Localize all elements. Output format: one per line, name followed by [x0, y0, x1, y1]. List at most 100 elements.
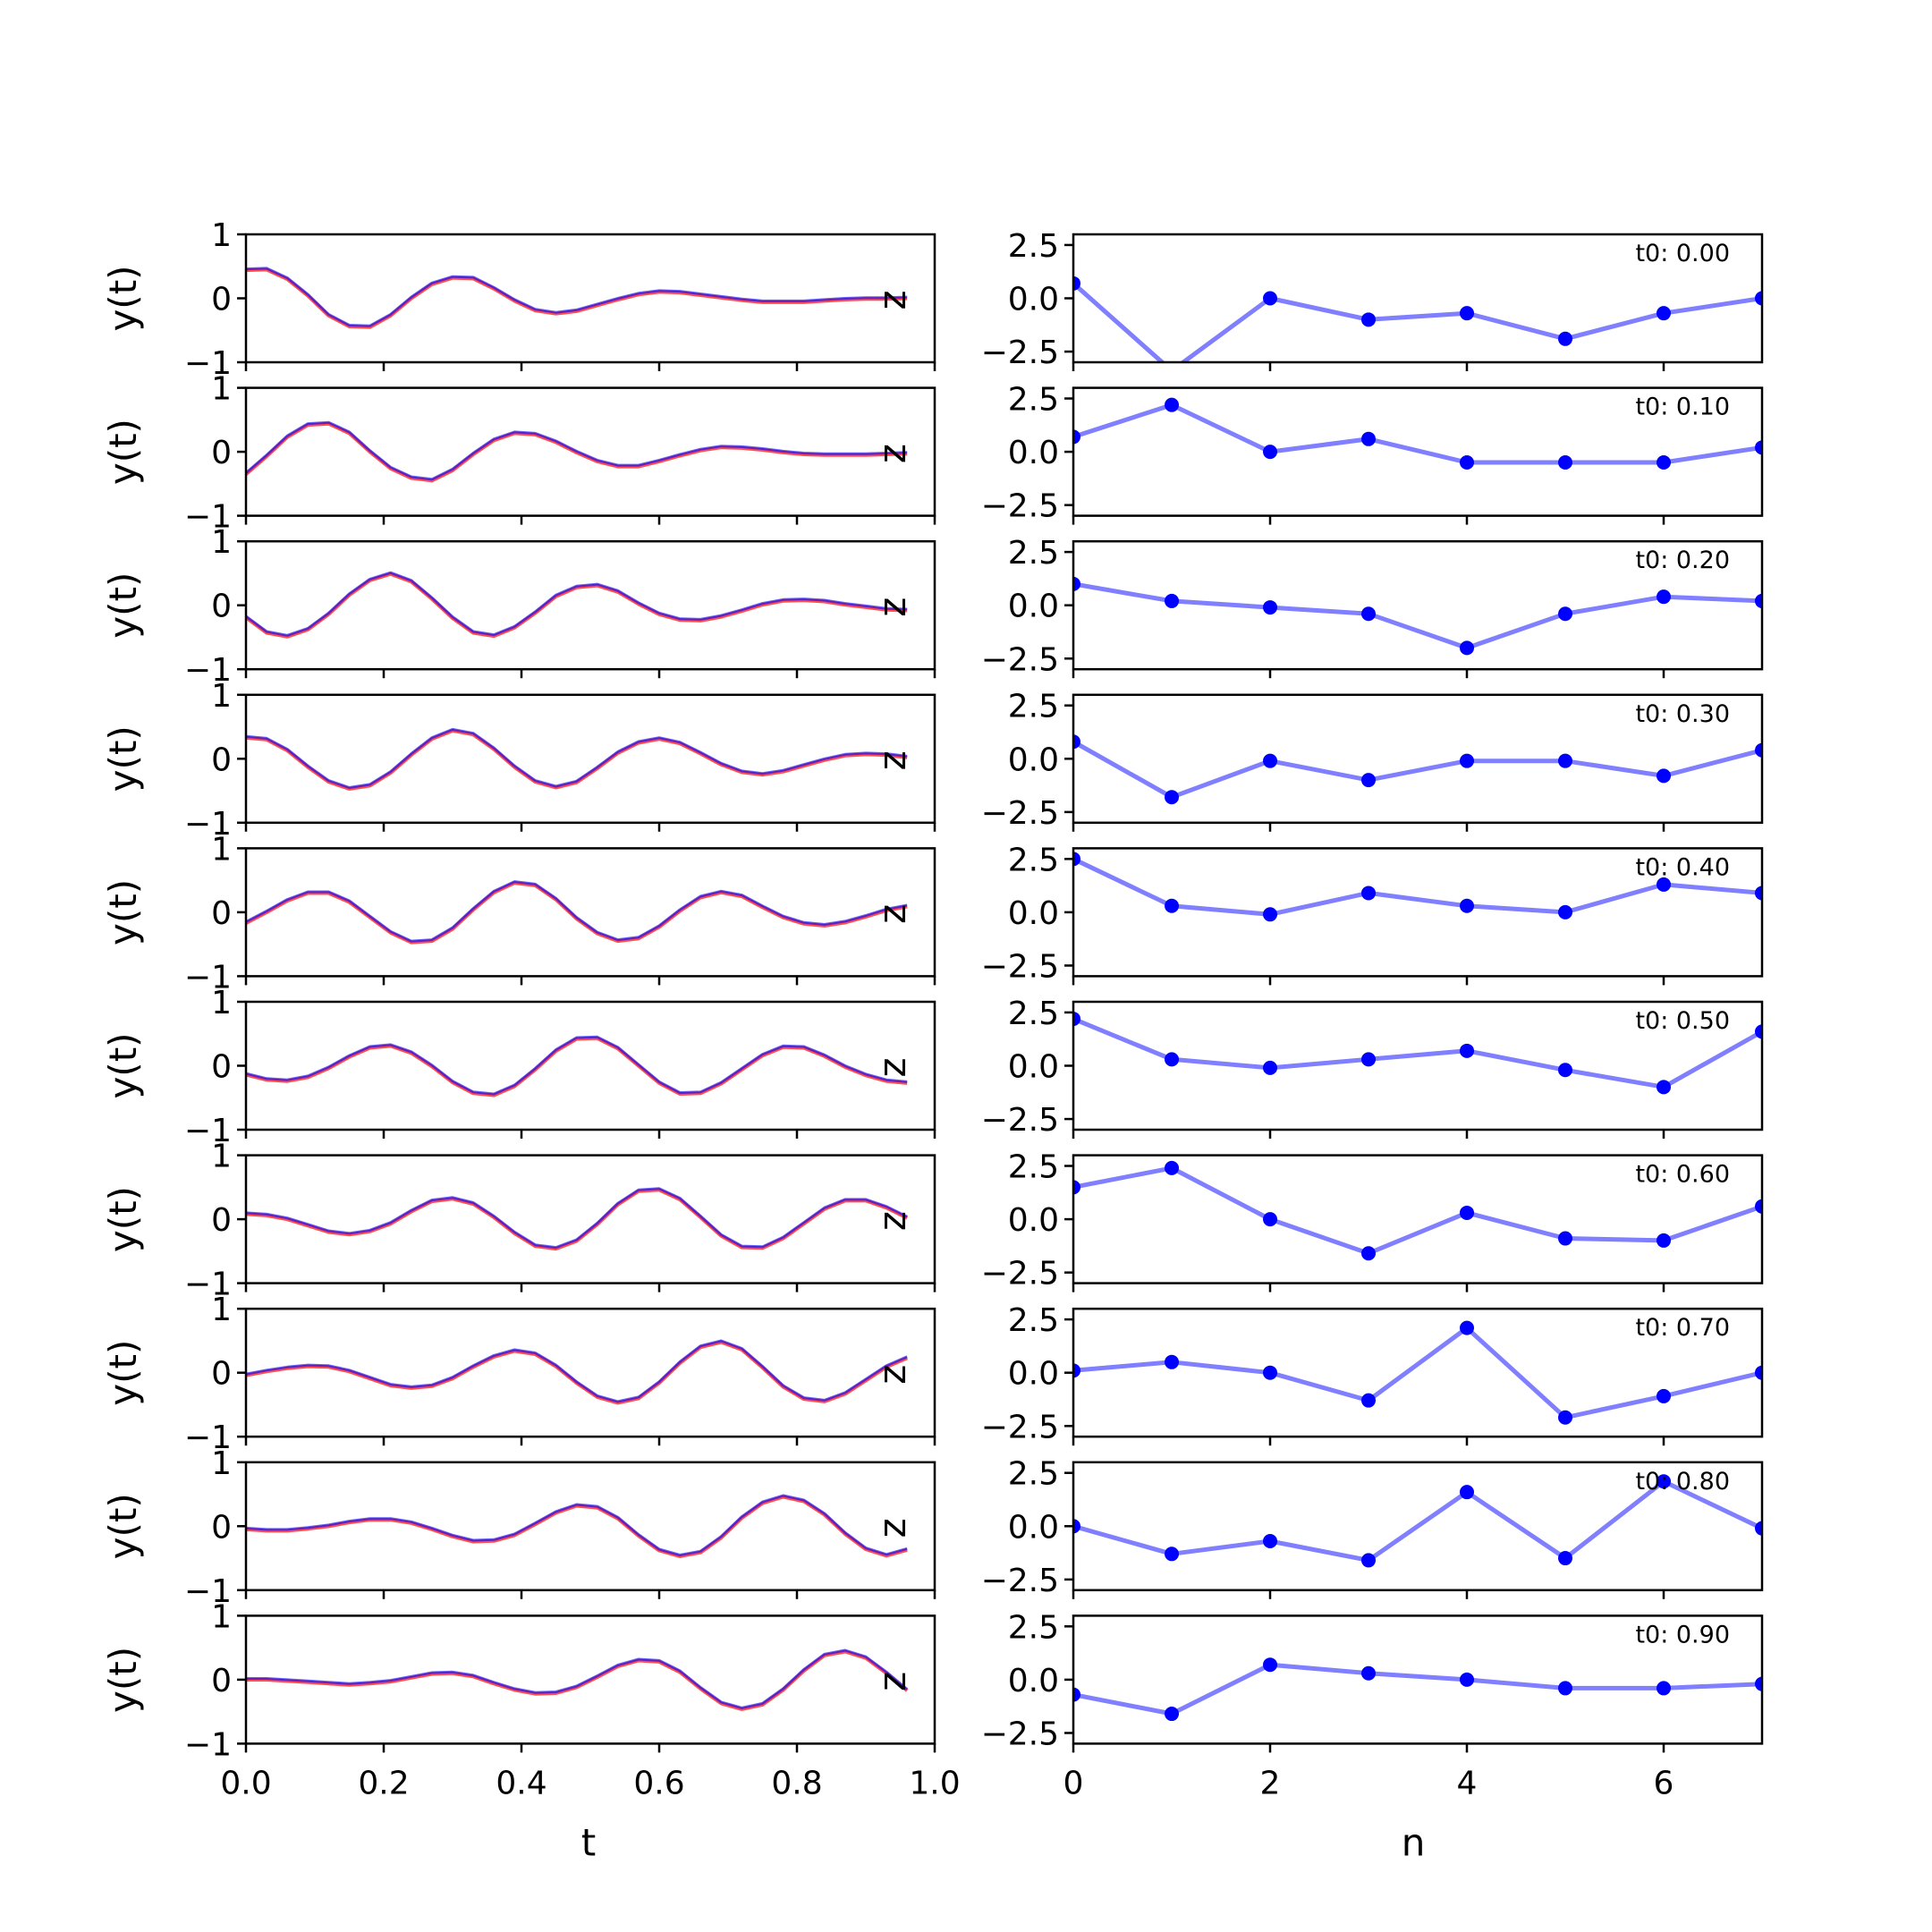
coefficient-line — [1073, 1662, 1762, 1716]
y-tick-label: −2.5 — [981, 335, 1059, 371]
y-tick-label: 0.0 — [1008, 282, 1059, 318]
y-tick-label: 1 — [211, 1292, 232, 1328]
coefficient-point — [1460, 1485, 1474, 1500]
coefficient-point — [1657, 306, 1671, 321]
y-tick-label: 0 — [211, 1356, 232, 1393]
t0-annotation: t0: 0.40 — [1635, 853, 1730, 881]
y-tick-label: −2.5 — [981, 795, 1059, 832]
y-tick-label: −2.5 — [981, 948, 1059, 985]
y-tick-label: −1 — [184, 1113, 232, 1149]
signal-panel: 1 0 −1 y(t) z — [101, 831, 936, 996]
coefficient-point — [1361, 312, 1376, 327]
signal-panel: 1 0 −1 y(t) z — [101, 1139, 936, 1303]
signal-line — [246, 727, 908, 789]
coefficient-point — [1073, 852, 1080, 867]
coefficient-point — [1755, 593, 1762, 608]
y-tick-label: 0.0 — [1008, 1663, 1059, 1699]
coefficient-series — [1073, 576, 1762, 656]
coefficient-point — [1073, 1180, 1080, 1195]
y-tick-label: 0 — [211, 1202, 232, 1239]
t0-annotation: t0: 0.70 — [1635, 1314, 1730, 1342]
coefficient-point — [1361, 1393, 1376, 1408]
coefficient-point — [1755, 1365, 1762, 1380]
x-tick-label: 4 — [1457, 1765, 1478, 1801]
y-tick-label: 1 — [211, 1139, 232, 1175]
right-edge-label: z — [870, 904, 914, 924]
y-tick-label: 2.5 — [1008, 1149, 1059, 1186]
coefficient-point — [1165, 1052, 1179, 1067]
coefficient-point — [1073, 576, 1080, 591]
signal-panels: 1 0 −1 y(t) z 1 0 −1 y(t) z 1 0 −1 y(t) z 1 0 −1 y(t) z 1 0 −1… — [101, 217, 961, 1801]
coefficient-point — [1558, 753, 1572, 768]
right-edge-label: z — [870, 1211, 914, 1231]
coefficient-line — [1073, 857, 1762, 917]
coefficient-panel: 2.5 0.0 −2.5 t0: 0.90 0 2 4 6 — [981, 1609, 1764, 1801]
signal-line — [246, 1035, 908, 1096]
coefficient-point — [1165, 1546, 1179, 1562]
y-axis-title: y(t) — [101, 1647, 145, 1713]
coefficient-point — [1073, 275, 1080, 291]
coefficient-panel: 2.5 0.0 −2.5 t0: 0.70 — [981, 1302, 1764, 1445]
coefficient-point — [1558, 331, 1572, 346]
y-tick-label: 1 — [211, 524, 232, 561]
coefficient-point — [1361, 1553, 1376, 1568]
x-tick-label: 1.0 — [909, 1765, 960, 1801]
x-tick-label: 0.2 — [358, 1765, 409, 1801]
coefficient-point — [1361, 1665, 1376, 1681]
coefficient-point — [1657, 455, 1671, 470]
x-tick-label: 2 — [1260, 1765, 1281, 1801]
right-edge-label: z — [870, 1365, 914, 1385]
y-tick-label: 2.5 — [1008, 842, 1059, 878]
x-tick-label: 0 — [1063, 1765, 1084, 1801]
right-edge-label: z — [870, 1518, 914, 1538]
coefficient-panels: 2.5 0.0 −2.5 t0: 0.00 2.5 0.0 −2.5 t0: 0.10 2.5 0… — [981, 228, 1764, 1801]
right-edge-label: z — [870, 1057, 914, 1077]
coefficient-line — [1073, 1479, 1762, 1563]
coefficient-point — [1361, 1246, 1376, 1261]
coefficient-point — [1073, 1519, 1080, 1534]
y-tick-label: 1 — [211, 1598, 232, 1635]
coefficient-point — [1755, 1024, 1762, 1039]
signal-lines — [246, 1339, 908, 1405]
y-tick-label: 2.5 — [1008, 382, 1059, 419]
coefficient-series — [1073, 397, 1762, 470]
coefficient-point — [1165, 593, 1179, 608]
coefficient-panel: 2.5 0.0 −2.5 t0: 0.40 — [981, 842, 1764, 985]
coefficient-point — [1460, 1320, 1474, 1335]
y-tick-label: −1 — [184, 806, 232, 843]
y-tick-label: −2.5 — [981, 1256, 1059, 1292]
coefficient-point — [1558, 1063, 1572, 1078]
y-tick-label: 2.5 — [1008, 996, 1059, 1032]
signal-panel: 1 0 −1 y(t) z — [101, 1292, 936, 1456]
y-tick-label: 0 — [211, 1049, 232, 1086]
y-tick-label: 1 — [211, 1445, 232, 1482]
y-tick-label: 0 — [211, 741, 232, 778]
coefficient-point — [1657, 877, 1671, 892]
coefficient-panel: 2.5 0.0 −2.5 t0: 0.10 — [981, 382, 1764, 525]
y-tick-label: 0.0 — [1008, 741, 1059, 778]
coefficient-point — [1361, 431, 1376, 446]
y-tick-label: 2.5 — [1008, 689, 1059, 725]
signal-panel: 1 0 −1 y(t) z — [101, 217, 936, 382]
y-axis-title: y(t) — [101, 1493, 145, 1559]
y-tick-label: 0.0 — [1008, 435, 1059, 471]
y-tick-label: 0 — [211, 1509, 232, 1546]
y-axis-title: y(t) — [101, 265, 145, 331]
y-tick-label: 1 — [211, 985, 232, 1021]
y-tick-label: −1 — [184, 652, 232, 689]
coefficient-point — [1460, 1043, 1474, 1058]
y-axis-title: y(t) — [101, 1340, 145, 1406]
coefficient-point — [1558, 904, 1572, 919]
y-tick-label: 0 — [211, 589, 232, 625]
coefficient-panel: 2.5 0.0 −2.5 t0: 0.20 — [981, 535, 1764, 678]
signal-line — [246, 420, 908, 481]
coefficient-series — [1073, 1474, 1762, 1568]
y-tick-label: 1 — [211, 371, 232, 408]
y-axis-title: y(t) — [101, 879, 145, 945]
t0-annotation: t0: 0.00 — [1635, 240, 1730, 267]
signal-panel: 1 0 −1 y(t) z — [101, 1445, 936, 1610]
coefficient-point — [1073, 1363, 1080, 1378]
x-tick-label: 0.0 — [220, 1765, 271, 1801]
